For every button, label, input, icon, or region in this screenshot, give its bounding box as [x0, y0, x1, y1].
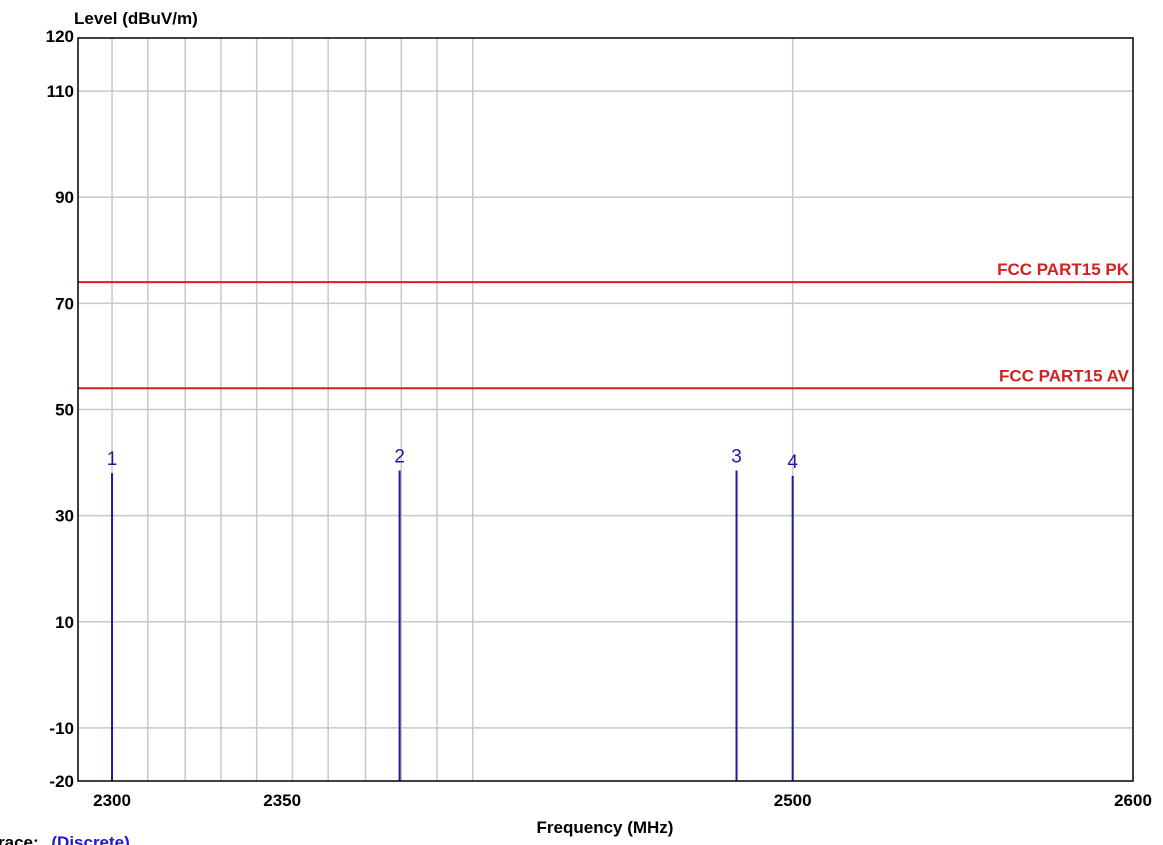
y-tick-label: 90 [55, 188, 74, 207]
limit-line-label: FCC PART15 PK [997, 260, 1130, 279]
y-tick-label: -20 [49, 772, 74, 791]
limit-line-label: FCC PART15 AV [999, 366, 1130, 385]
markers: 1 2 3 4 [107, 447, 798, 781]
marker-label: 3 [731, 447, 742, 468]
trace-legend: race: (Discrete) [0, 833, 130, 845]
x-tick-label: 2300 [93, 791, 131, 810]
x-axis-title: Frequency (MHz) [537, 818, 674, 837]
x-tick-label: 2600 [1114, 791, 1152, 810]
y-tick-label: 70 [55, 294, 74, 313]
y-axis-title: Level (dBuV/m) [74, 9, 198, 28]
grid [78, 38, 1133, 781]
marker-label: 4 [787, 452, 798, 473]
y-tick-label: 120 [46, 27, 74, 46]
x-tick-label: 2500 [774, 791, 812, 810]
y-tick-label: 30 [55, 507, 74, 526]
marker-label: 2 [394, 447, 405, 468]
marker-label: 1 [107, 449, 118, 470]
limit-lines: FCC PART15 PK FCC PART15 AV [78, 260, 1133, 390]
y-tick-label: 50 [55, 401, 74, 420]
plot-frame [77, 37, 1134, 782]
y-tick-label: -10 [49, 719, 74, 738]
y-tick-label: 10 [55, 613, 74, 632]
trace-legend-value: (Discrete) [51, 833, 129, 845]
y-tick-label: 110 [47, 82, 74, 101]
x-tick-label: 2350 [263, 791, 301, 810]
tick-labels: -20 -10 10 30 50 70 90 110 120 2300 2350 2500 2600 [46, 27, 1152, 810]
trace-legend-label: race: [0, 833, 39, 845]
